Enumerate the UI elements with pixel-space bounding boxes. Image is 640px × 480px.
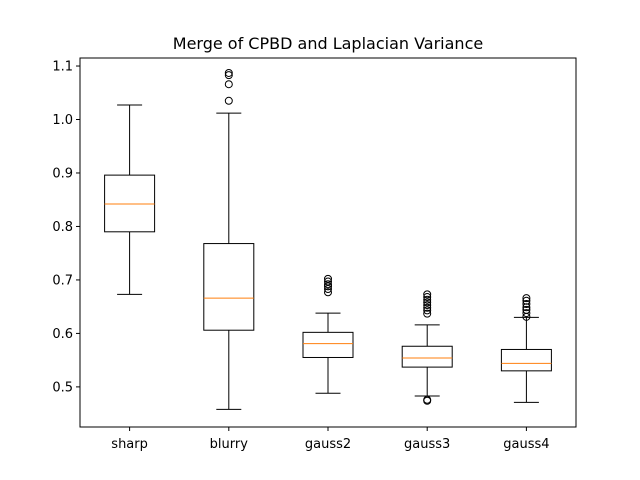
y-tick-label: 0.8	[52, 220, 73, 235]
outlier-point	[324, 280, 332, 289]
box-gauss3	[401, 345, 453, 368]
outlier-point	[224, 68, 233, 77]
x-tick-label: gauss2	[305, 437, 351, 452]
chart-title: Merge of CPBD and Laplacian Variance	[173, 34, 483, 53]
outlier-point	[224, 71, 233, 80]
outlier-point	[522, 296, 531, 305]
y-tick-label: 0.6	[52, 327, 73, 342]
outlier-point	[423, 303, 432, 312]
x-tick-label: sharp	[111, 437, 148, 452]
outlier-point	[224, 80, 233, 89]
box-gauss2	[302, 331, 354, 358]
outlier-point	[423, 395, 432, 404]
y-tick-label: 0.5	[52, 380, 73, 395]
outlier-point	[324, 277, 332, 286]
outlier-point	[423, 290, 432, 299]
axes-frame	[79, 57, 577, 428]
x-tick-label: gauss4	[503, 437, 549, 452]
y-tick-label: 1.0	[52, 113, 73, 128]
box-sharp	[104, 174, 156, 233]
x-tick-label: gauss3	[404, 437, 450, 452]
box-gauss4	[500, 348, 552, 372]
outlier-point	[423, 295, 432, 304]
outlier-point	[522, 294, 531, 303]
outlier-point	[423, 306, 432, 315]
plot-area: 0.5 0.6 0.7 0.8 0.9 1.0 1.1 sharp blurry gauss2 ga…	[52, 60, 552, 452]
outlier-point	[522, 303, 531, 312]
y-tick-label: 0.7	[52, 273, 73, 288]
outlier-point	[324, 288, 332, 297]
outlier-point	[324, 274, 332, 283]
y-tick-label: 1.1	[52, 60, 73, 75]
outlier-point	[522, 305, 531, 314]
outlier-point	[522, 309, 531, 318]
x-tick-label: blurry	[210, 437, 249, 452]
outlier-point	[224, 96, 233, 105]
outlier-point	[423, 301, 432, 310]
box-blurry	[203, 243, 255, 331]
y-tick-label: 0.9	[52, 166, 73, 181]
outlier-point	[423, 293, 432, 302]
outlier-point	[522, 300, 531, 308]
outlier-point	[423, 309, 432, 318]
outlier-point	[423, 298, 432, 307]
